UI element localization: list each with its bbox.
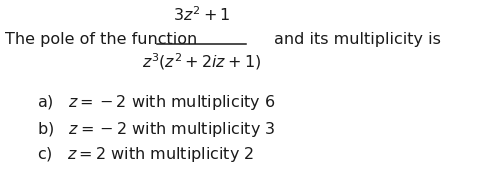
Text: and its multiplicity is: and its multiplicity is	[274, 32, 440, 47]
Text: $z^3\left(z^2+2iz+1\right)$: $z^3\left(z^2+2iz+1\right)$	[141, 51, 261, 72]
Text: c)   $z=2$ with multiplicity 2: c) $z=2$ with multiplicity 2	[37, 145, 254, 164]
Text: $3z^2+1$: $3z^2+1$	[173, 5, 230, 24]
Text: b)   $z=-2$ with multiplicity 3: b) $z=-2$ with multiplicity 3	[37, 120, 276, 139]
Text: The pole of the function: The pole of the function	[5, 32, 197, 47]
Text: a)   $z=-2$ with multiplicity 6: a) $z=-2$ with multiplicity 6	[37, 93, 276, 112]
